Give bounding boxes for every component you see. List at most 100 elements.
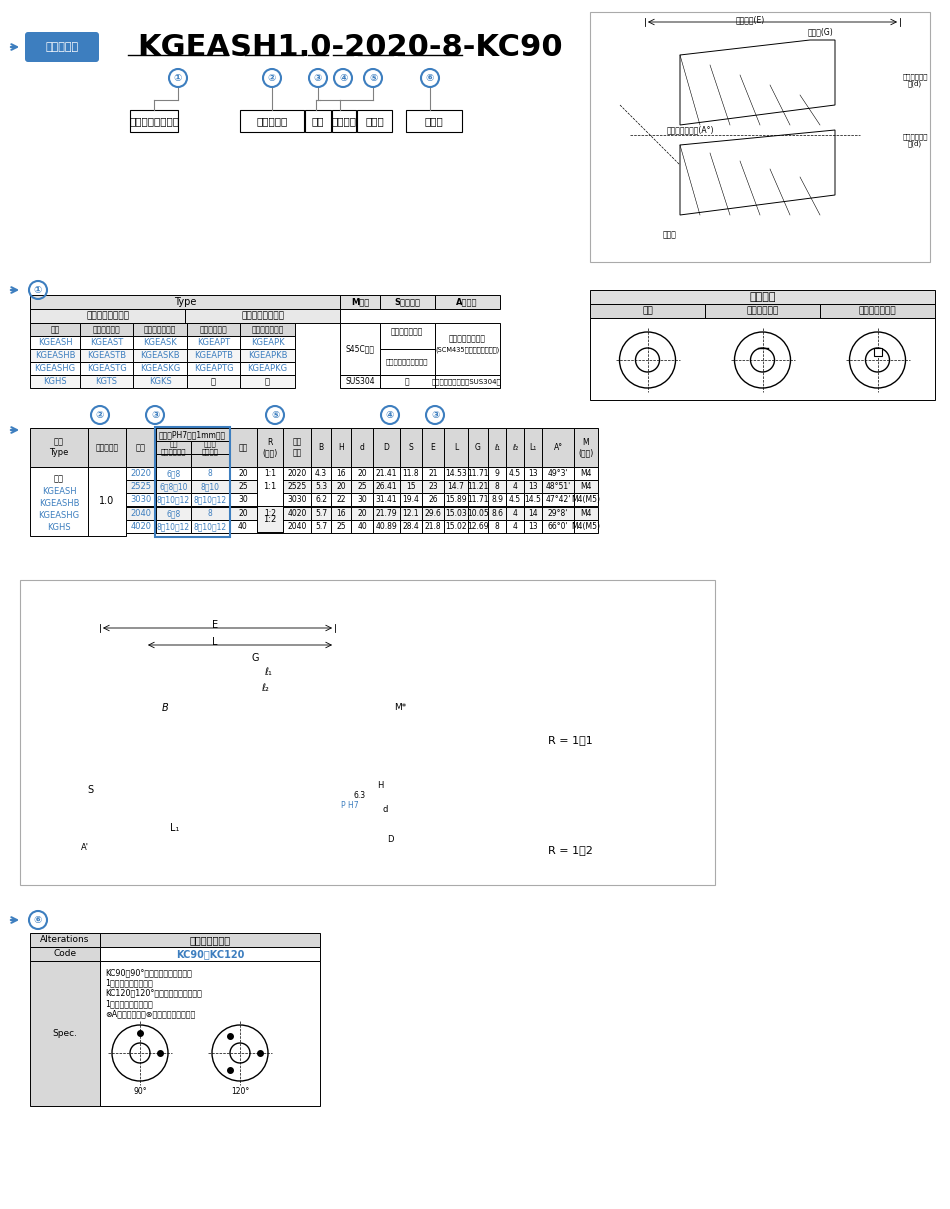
Text: 21.79: 21.79 bbox=[375, 509, 397, 517]
Text: －: － bbox=[211, 377, 216, 386]
Bar bbox=[400, 493, 422, 507]
Bar bbox=[435, 323, 500, 375]
Text: 8.6: 8.6 bbox=[491, 509, 503, 517]
Text: S表面処理: S表面処理 bbox=[394, 297, 420, 307]
Text: 10.05: 10.05 bbox=[467, 509, 489, 517]
Bar bbox=[126, 480, 156, 493]
Text: KGEASK: KGEASK bbox=[143, 339, 177, 347]
Text: SUS304: SUS304 bbox=[345, 377, 375, 387]
Text: KGEASTG: KGEASTG bbox=[86, 364, 126, 374]
Text: 6.3: 6.3 bbox=[354, 791, 366, 799]
Bar bbox=[257, 493, 283, 507]
Text: G: G bbox=[251, 653, 258, 663]
Bar bbox=[229, 507, 257, 520]
Bar bbox=[351, 507, 373, 520]
Bar bbox=[257, 520, 283, 533]
Bar bbox=[20, 580, 715, 885]
Bar bbox=[133, 361, 187, 375]
Text: 30: 30 bbox=[238, 494, 248, 504]
Bar bbox=[380, 323, 435, 349]
Bar bbox=[373, 428, 400, 467]
Text: R
(歯比): R (歯比) bbox=[262, 438, 277, 457]
Bar bbox=[133, 336, 187, 349]
Bar bbox=[229, 428, 257, 467]
Bar bbox=[422, 428, 444, 467]
Bar bbox=[373, 480, 400, 493]
Text: 40: 40 bbox=[357, 522, 367, 531]
Bar bbox=[80, 349, 133, 361]
Bar bbox=[283, 480, 311, 493]
Text: KGEASHB: KGEASHB bbox=[39, 498, 79, 508]
Bar bbox=[506, 480, 524, 493]
Bar bbox=[351, 493, 373, 507]
Text: 基準円すい距
離(d): 基準円すい距 離(d) bbox=[902, 133, 928, 147]
Text: ストレートタイプ: ストレートタイプ bbox=[86, 312, 129, 320]
Text: 2020: 2020 bbox=[130, 469, 151, 478]
Text: 6・8・10: 6・8・10 bbox=[160, 482, 188, 491]
Bar bbox=[126, 428, 156, 467]
Text: 12.69: 12.69 bbox=[467, 522, 489, 531]
Text: 49°3': 49°3' bbox=[548, 469, 568, 478]
Text: 14.5: 14.5 bbox=[524, 494, 542, 504]
Text: ④: ④ bbox=[339, 73, 347, 83]
Text: ⑤: ⑤ bbox=[369, 73, 377, 83]
Bar bbox=[305, 110, 331, 132]
Text: H: H bbox=[338, 442, 344, 452]
Bar bbox=[524, 493, 542, 507]
Bar bbox=[373, 520, 400, 533]
Text: KGEASHB: KGEASHB bbox=[35, 351, 75, 360]
Text: 5.3: 5.3 bbox=[315, 482, 327, 491]
Bar bbox=[542, 507, 574, 520]
Bar bbox=[133, 375, 187, 388]
Bar bbox=[88, 467, 126, 536]
Text: P H7: P H7 bbox=[341, 800, 359, 810]
Text: M4(M5): M4(M5) bbox=[572, 494, 600, 504]
Text: L: L bbox=[454, 442, 458, 452]
Text: M4: M4 bbox=[580, 469, 592, 478]
Text: 4020: 4020 bbox=[287, 509, 307, 517]
Bar bbox=[506, 467, 524, 480]
Text: 22: 22 bbox=[336, 494, 346, 504]
Text: ℓ₁: ℓ₁ bbox=[494, 442, 500, 452]
Text: M4(M5): M4(M5) bbox=[572, 522, 600, 531]
Text: d: d bbox=[382, 805, 388, 815]
Text: 8: 8 bbox=[495, 482, 500, 491]
Bar bbox=[468, 493, 488, 507]
Bar bbox=[332, 110, 356, 132]
Bar bbox=[156, 520, 191, 533]
Text: L₁: L₁ bbox=[170, 823, 180, 833]
Bar bbox=[400, 480, 422, 493]
Text: D: D bbox=[384, 442, 389, 452]
Bar bbox=[80, 323, 133, 336]
Text: 2525: 2525 bbox=[287, 482, 307, 491]
Text: KGEAPK: KGEAPK bbox=[251, 339, 284, 347]
Bar bbox=[30, 295, 340, 310]
Bar bbox=[373, 493, 400, 507]
Text: 3030: 3030 bbox=[130, 494, 152, 504]
Bar bbox=[400, 507, 422, 520]
Bar bbox=[283, 507, 311, 520]
Bar bbox=[468, 480, 488, 493]
Bar bbox=[30, 961, 100, 1106]
Text: KGEAPKG: KGEAPKG bbox=[247, 364, 288, 374]
Bar bbox=[506, 493, 524, 507]
Text: (SCM435・四三酸化鉄皮膜): (SCM435・四三酸化鉄皮膜) bbox=[435, 347, 499, 353]
Bar bbox=[311, 507, 331, 520]
Bar bbox=[30, 933, 100, 947]
Text: KGHS: KGHS bbox=[43, 377, 66, 386]
Text: 相手歯数: 相手歯数 bbox=[332, 116, 356, 126]
Text: 11.71: 11.71 bbox=[467, 494, 488, 504]
Text: ③: ③ bbox=[151, 410, 160, 420]
Text: 20: 20 bbox=[238, 469, 248, 478]
Text: 2525: 2525 bbox=[130, 482, 151, 491]
Bar bbox=[156, 428, 229, 441]
Bar bbox=[380, 295, 435, 310]
Bar bbox=[187, 336, 240, 349]
Text: 120°: 120° bbox=[231, 1087, 249, 1095]
Text: 66°0': 66°0' bbox=[548, 522, 568, 531]
Text: 4.5: 4.5 bbox=[509, 494, 521, 504]
Text: ⑥: ⑥ bbox=[34, 915, 42, 925]
Bar bbox=[590, 290, 935, 303]
Text: ③: ③ bbox=[314, 73, 322, 83]
Text: D: D bbox=[387, 835, 393, 845]
